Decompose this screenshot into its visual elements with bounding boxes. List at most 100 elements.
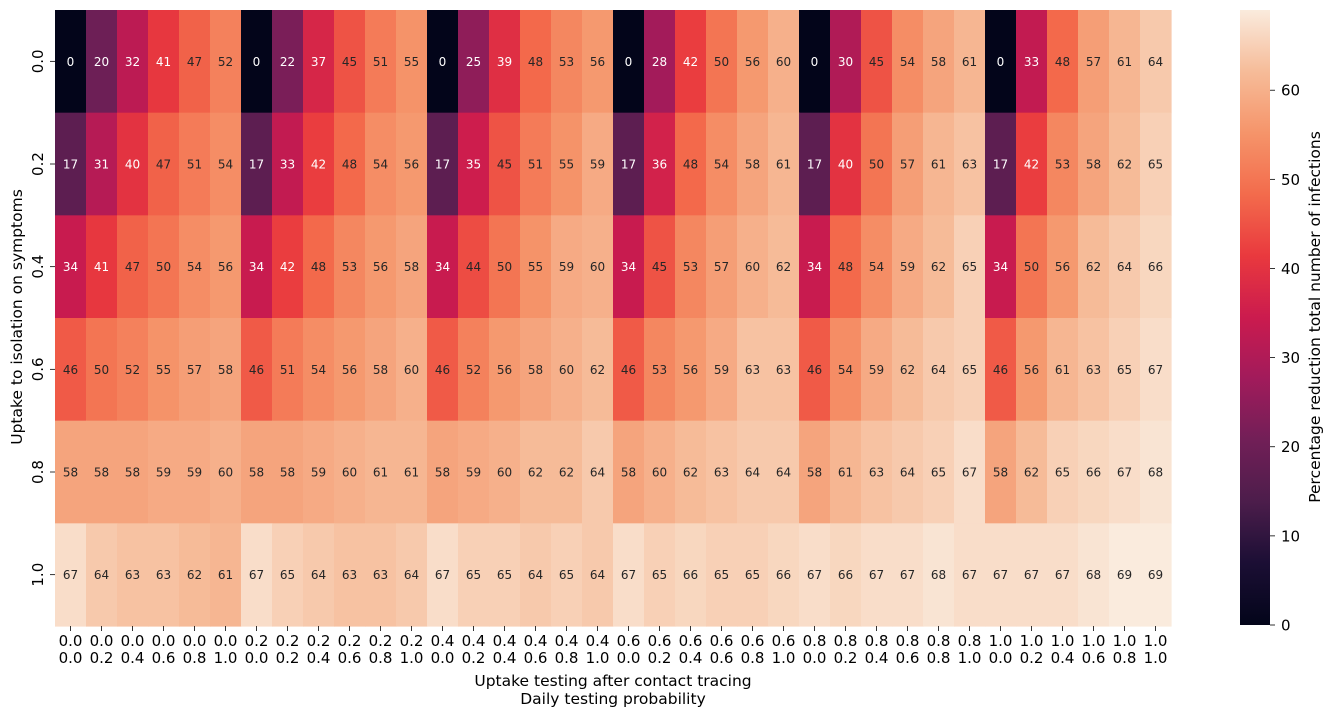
heatmap-cell [458, 112, 490, 216]
heatmap-cell [613, 112, 645, 216]
heatmap-cell [365, 420, 397, 524]
heatmap-cell-value: 58 [807, 466, 822, 480]
heatmap-cell [706, 318, 738, 422]
heatmap-cell-value: 17 [807, 158, 822, 172]
heatmap-cell [334, 420, 366, 524]
heatmap-cell-value: 47 [187, 55, 202, 69]
heatmap-cell-value: 69 [1117, 568, 1132, 582]
x-tick-label-line1: 0.4 [555, 632, 579, 650]
x-tick-label-line2: 1.0 [214, 649, 238, 667]
x-tick-label-line1: 0.4 [586, 632, 610, 650]
heatmap-cell-value: 34 [249, 260, 264, 274]
heatmap-cell [1047, 523, 1079, 627]
heatmap-cell-value: 63 [342, 568, 357, 582]
heatmap-cell [365, 318, 397, 422]
heatmap-cell-value: 53 [683, 260, 698, 274]
heatmap-cell [427, 215, 459, 319]
heatmap-cell [148, 10, 180, 114]
heatmap-cell-value: 62 [528, 466, 543, 480]
heatmap-cell [985, 10, 1017, 114]
heatmap-cell [706, 215, 738, 319]
heatmap-cell [303, 10, 335, 114]
heatmap-cell [582, 215, 614, 319]
heatmap-cell-value: 28 [652, 55, 667, 69]
x-tick-label-line1: 0.6 [648, 632, 672, 650]
x-tick-label-line2: 0.8 [1113, 649, 1137, 667]
heatmap-cell [923, 10, 955, 114]
x-tick-label-line1: 0.6 [772, 632, 796, 650]
heatmap-cell [1078, 318, 1110, 422]
colorbar-tick-label: 20 [1281, 438, 1300, 456]
heatmap-cell [675, 318, 707, 422]
heatmap-cell-value: 59 [187, 466, 202, 480]
heatmap-cell-value: 65 [559, 568, 574, 582]
heatmap-cell [427, 420, 459, 524]
heatmap-cell-value: 52 [218, 55, 233, 69]
heatmap-cell-value: 50 [497, 260, 512, 274]
x-tick-label-line2: 0.6 [152, 649, 176, 667]
heatmap-cell [768, 10, 800, 114]
heatmap-cell-value: 0 [625, 55, 633, 69]
heatmap-cell-value: 44 [466, 260, 481, 274]
heatmap-cell-value: 34 [807, 260, 822, 274]
x-tick-label-line1: 0.2 [338, 632, 362, 650]
heatmap-cell [644, 112, 676, 216]
heatmap-cell [799, 10, 831, 114]
x-tick-label-line2: 0.6 [524, 649, 548, 667]
heatmap-cell-value: 63 [776, 363, 791, 377]
x-tick-label-line1: 0.6 [741, 632, 765, 650]
heatmap-cell-value: 65 [497, 568, 512, 582]
colorbar-tick-label: 40 [1281, 260, 1300, 278]
heatmap-cell [365, 112, 397, 216]
heatmap-cell [923, 215, 955, 319]
heatmap-cell-value: 66 [1086, 466, 1101, 480]
heatmap-cell-value: 54 [311, 363, 326, 377]
heatmap-cell [861, 10, 893, 114]
colorbar-tick-label: 60 [1281, 82, 1300, 100]
heatmap-cell [1140, 10, 1172, 114]
heatmap-cell [613, 420, 645, 524]
heatmap-cell [55, 523, 87, 627]
heatmap-cell-value: 65 [962, 363, 977, 377]
heatmap-cell-value: 64 [931, 363, 946, 377]
heatmap-cell-value: 37 [311, 55, 326, 69]
heatmap-cell [644, 420, 676, 524]
heatmap-cell [613, 215, 645, 319]
heatmap-cell [675, 215, 707, 319]
heatmap-cell-value: 61 [373, 466, 388, 480]
heatmap-cell [303, 523, 335, 627]
x-tick-label-line1: 0.0 [90, 632, 114, 650]
heatmap-cell-value: 54 [869, 260, 884, 274]
heatmap-cell-value: 51 [187, 158, 202, 172]
heatmap-cell [737, 420, 769, 524]
heatmap-cell-value: 45 [652, 260, 667, 274]
x-tick-label-line2: 0.8 [369, 649, 393, 667]
heatmap-cell-value: 61 [218, 568, 233, 582]
heatmap-cell-value: 17 [249, 158, 264, 172]
x-tick-label-line2: 0.6 [1082, 649, 1106, 667]
heatmap-cell [799, 215, 831, 319]
heatmap-cell [830, 10, 862, 114]
heatmap-cell [241, 10, 273, 114]
heatmap-cell-value: 59 [466, 466, 481, 480]
heatmap-cell [954, 112, 986, 216]
heatmap-cell [241, 523, 273, 627]
heatmap-cell [613, 523, 645, 627]
heatmap-cell-value: 0 [439, 55, 447, 69]
heatmap-cell [303, 420, 335, 524]
heatmap-cell-value: 52 [125, 363, 140, 377]
heatmap-cell [985, 420, 1017, 524]
heatmap-cell-value: 55 [156, 363, 171, 377]
heatmap-cell [86, 112, 118, 216]
heatmap-cell-value: 52 [466, 363, 481, 377]
heatmap-cell-value: 60 [745, 260, 760, 274]
heatmap-cell [954, 523, 986, 627]
heatmap-cell-value: 62 [776, 260, 791, 274]
heatmap-cell-value: 34 [63, 260, 78, 274]
heatmap-cell [365, 215, 397, 319]
heatmap-cell [55, 10, 87, 114]
heatmap-cell-value: 63 [869, 466, 884, 480]
heatmap-cell [55, 318, 87, 422]
heatmap-cell-value: 60 [342, 466, 357, 480]
